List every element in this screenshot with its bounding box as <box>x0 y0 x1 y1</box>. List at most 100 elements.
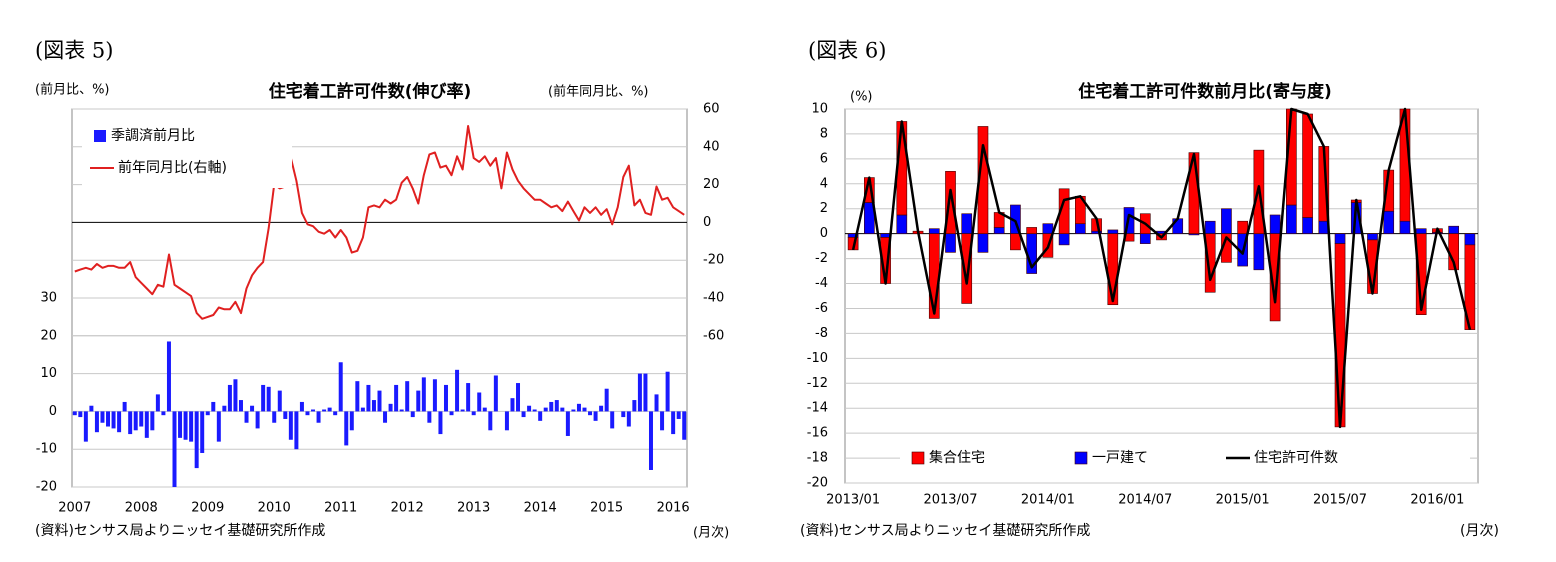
bar <box>216 411 221 442</box>
bar <box>211 401 216 412</box>
bar <box>161 411 166 416</box>
y-tick-label: -4 <box>815 276 828 291</box>
bar <box>610 411 615 429</box>
bar <box>671 411 676 435</box>
y2-tick-label: -40 <box>703 291 724 306</box>
y-tick-label: -2 <box>815 251 828 266</box>
bar <box>238 400 243 412</box>
bar <box>654 394 659 412</box>
bar <box>272 411 277 423</box>
bar <box>676 411 681 419</box>
bar <box>449 411 454 416</box>
bar <box>1415 228 1427 234</box>
bar <box>200 411 205 453</box>
bar <box>1204 233 1216 293</box>
bar <box>1286 204 1297 234</box>
bar <box>593 411 598 421</box>
bar <box>993 227 1005 234</box>
x-axis-label: (月次) <box>693 525 729 541</box>
bar <box>504 411 509 431</box>
bar <box>604 388 609 412</box>
y2-axis-label: (前年同月比、%) <box>548 84 649 100</box>
bar <box>1107 233 1119 306</box>
bar <box>532 409 537 412</box>
bar <box>588 411 593 416</box>
bar <box>1058 233 1070 246</box>
bar <box>305 411 310 416</box>
bar <box>255 411 260 429</box>
y-tick-label: 6 <box>820 151 828 166</box>
bar <box>599 405 604 412</box>
bar <box>261 384 266 412</box>
bar <box>443 384 448 412</box>
bar <box>488 411 493 431</box>
bar <box>355 381 360 412</box>
bar <box>78 411 83 418</box>
bar <box>660 411 665 431</box>
bar <box>1107 229 1119 234</box>
bar <box>311 409 316 412</box>
bar <box>338 362 343 412</box>
y-axis-label: (%) <box>850 90 873 105</box>
bar <box>1448 225 1459 234</box>
bar <box>349 411 354 431</box>
y2-tick-label: -20 <box>703 253 724 268</box>
bar <box>183 411 188 440</box>
bar <box>538 411 543 421</box>
bar <box>527 405 532 412</box>
x-axis-label: (月次) <box>1460 523 1499 539</box>
y-tick-label: -8 <box>815 326 828 341</box>
bar <box>928 228 940 234</box>
x-tick-label: 2015/07 <box>1313 493 1367 508</box>
y-tick-label: -6 <box>815 301 828 316</box>
legend-swatch <box>911 451 925 465</box>
bar <box>399 409 404 412</box>
bar <box>388 403 393 412</box>
bar <box>155 394 160 412</box>
bar <box>327 407 332 412</box>
chart-title: 住宅着工許可件数(伸び率) <box>269 81 472 102</box>
bar <box>1269 214 1281 234</box>
y-tick-label: -12 <box>807 376 828 391</box>
bar <box>648 411 653 470</box>
legend-swatch <box>94 130 106 142</box>
bar <box>366 384 371 412</box>
bar <box>117 411 122 433</box>
x-tick-label: 2014 <box>524 501 557 516</box>
bar <box>1302 217 1313 234</box>
y2-tick-label: 0 <box>703 215 711 230</box>
x-tick-label: 2016 <box>657 501 690 516</box>
bar <box>643 373 648 412</box>
bar <box>83 411 88 442</box>
bar <box>1399 220 1411 234</box>
bar <box>294 411 299 450</box>
bar <box>521 411 526 418</box>
bar <box>133 411 138 431</box>
x-tick-label: 2009 <box>191 501 224 516</box>
bar <box>945 171 956 234</box>
bar <box>682 411 687 440</box>
bar <box>122 401 127 412</box>
bar <box>1221 208 1232 234</box>
bar <box>266 386 271 412</box>
y-tick-label: -20 <box>36 480 57 495</box>
source: (資料)センサス局よりニッセイ基礎研究所作成 <box>800 522 1090 539</box>
bar <box>288 411 293 440</box>
y-tick-label: -10 <box>36 442 57 457</box>
x-tick-label: 2007 <box>58 501 91 516</box>
bar <box>1139 233 1151 244</box>
bar <box>128 411 133 435</box>
bar <box>1302 113 1313 218</box>
bar <box>1204 220 1216 234</box>
bar <box>543 407 548 412</box>
bar <box>100 411 105 423</box>
bar <box>1075 223 1086 234</box>
bar <box>945 233 956 253</box>
bar <box>427 411 432 423</box>
bar <box>383 411 388 423</box>
bar <box>510 398 515 412</box>
x-tick-label: 2011 <box>324 501 357 516</box>
y-tick-label: -14 <box>807 401 828 416</box>
bar <box>1334 233 1346 244</box>
